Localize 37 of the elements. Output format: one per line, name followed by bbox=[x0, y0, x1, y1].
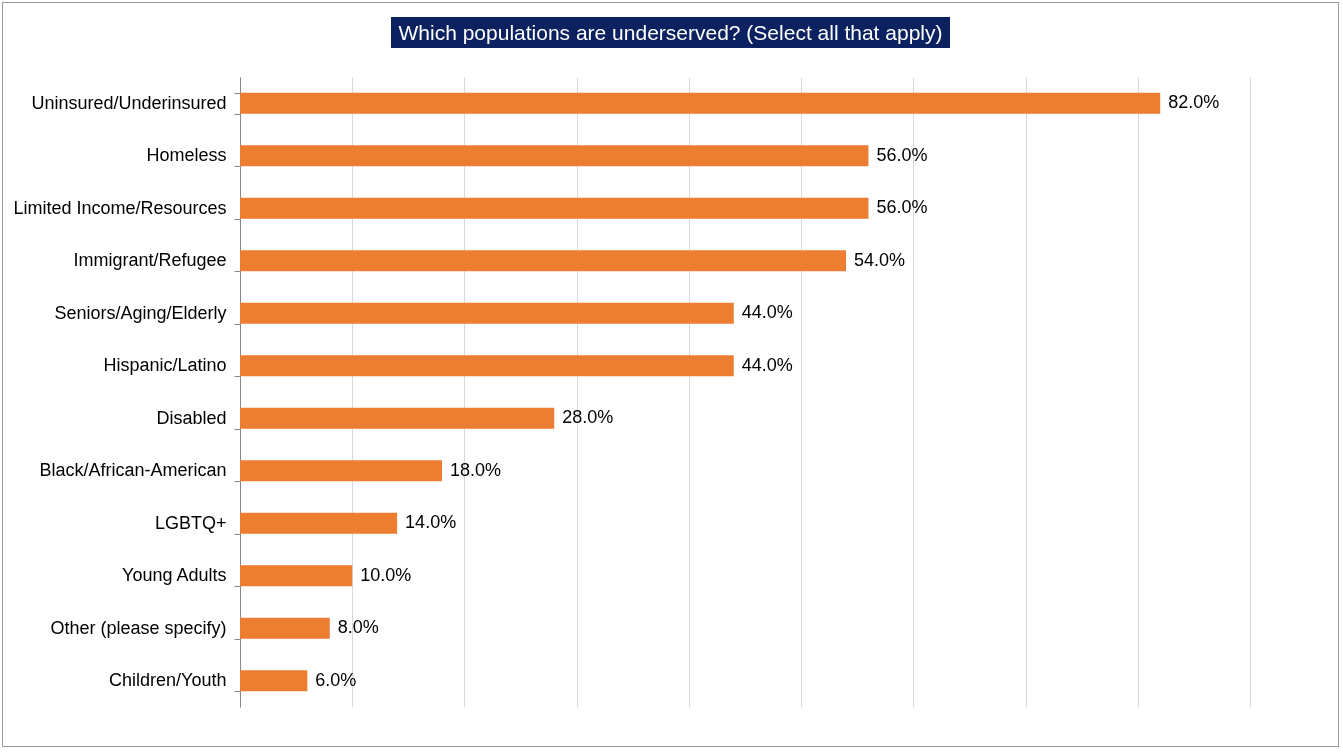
y-tick-label: Homeless bbox=[146, 145, 227, 166]
y-tick-label: Limited Income/Resources bbox=[13, 197, 227, 218]
bar bbox=[240, 617, 330, 639]
data-label: 44.0% bbox=[741, 354, 793, 375]
y-tick-label: Children/Youth bbox=[109, 670, 227, 691]
data-label: 44.0% bbox=[741, 302, 793, 323]
bar bbox=[240, 355, 734, 377]
y-tick-label: Black/African-American bbox=[39, 460, 227, 481]
data-label: 10.0% bbox=[360, 564, 412, 585]
bar bbox=[240, 407, 555, 429]
data-label: 28.0% bbox=[562, 407, 614, 428]
y-tick-label: Disabled bbox=[156, 407, 227, 428]
bar bbox=[240, 145, 869, 167]
bar bbox=[240, 92, 1161, 114]
y-tick-label: Seniors/Aging/Elderly bbox=[54, 302, 227, 323]
chart-title: Which populations are underserved? (Select all that apply) bbox=[390, 17, 951, 48]
y-tick-label: Uninsured/Underinsured bbox=[31, 92, 227, 113]
data-label: 54.0% bbox=[854, 249, 906, 270]
bar bbox=[240, 512, 398, 534]
bar bbox=[240, 302, 734, 324]
data-label: 18.0% bbox=[450, 459, 502, 480]
y-tick-label: Other (please specify) bbox=[50, 617, 227, 638]
bar bbox=[240, 197, 869, 219]
data-label: 8.0% bbox=[337, 617, 379, 638]
bar bbox=[240, 460, 442, 482]
y-tick-label: LGBTQ+ bbox=[154, 512, 227, 533]
y-tick-label: Young Adults bbox=[122, 565, 227, 586]
data-label: 82.0% bbox=[1168, 92, 1220, 113]
data-label: 56.0% bbox=[876, 144, 928, 165]
bar bbox=[240, 670, 308, 692]
bar bbox=[240, 250, 846, 272]
y-tick-label: Hispanic/Latino bbox=[103, 355, 227, 376]
data-label: 14.0% bbox=[405, 512, 457, 533]
bar bbox=[240, 565, 353, 587]
data-label: 6.0% bbox=[315, 669, 357, 690]
data-label: 56.0% bbox=[876, 197, 928, 218]
y-tick-label: Immigrant/Refugee bbox=[73, 250, 227, 271]
